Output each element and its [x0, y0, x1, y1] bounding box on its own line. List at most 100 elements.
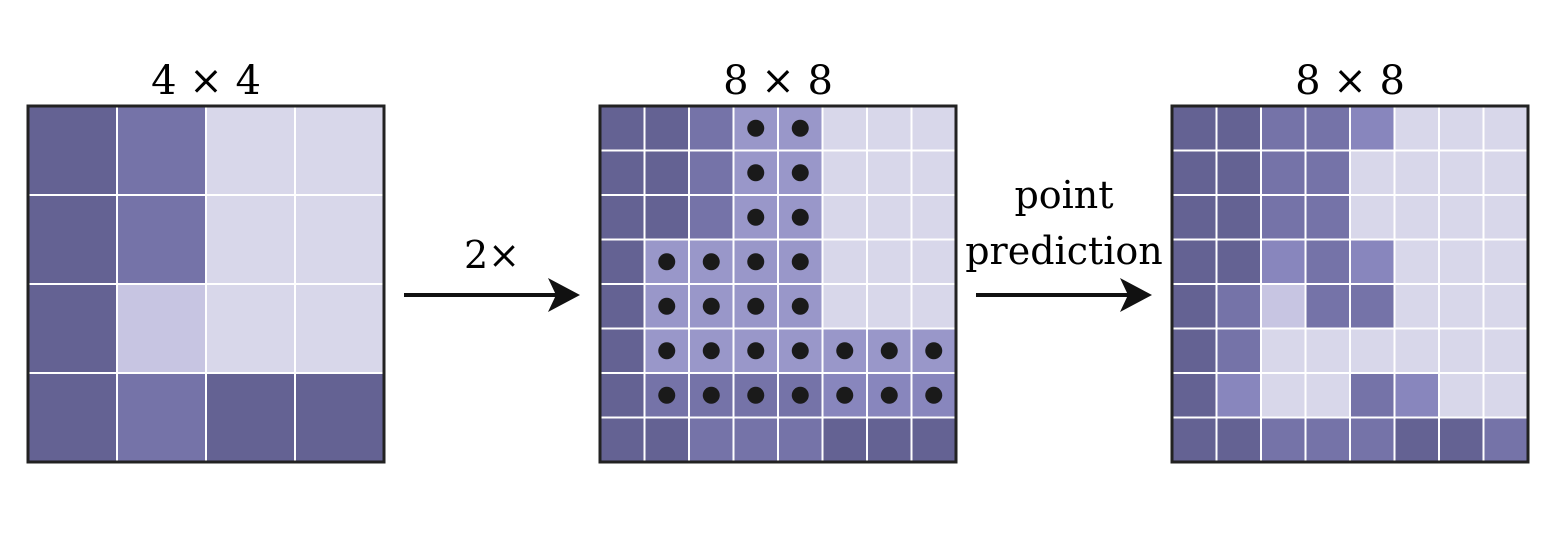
grid-cell — [1350, 239, 1395, 284]
grid-cell — [911, 150, 956, 195]
grid-cell — [1439, 106, 1484, 151]
grid-cells — [1172, 106, 1528, 462]
grid-cell — [1483, 284, 1528, 329]
sample-point-dot — [836, 342, 854, 360]
sample-point-dot — [791, 208, 809, 226]
grid-cell — [1216, 239, 1261, 284]
panel-upsampled-8x8: 8 × 8 — [598, 58, 958, 464]
grid-cell — [28, 195, 117, 284]
grid-cell — [1305, 284, 1350, 329]
sample-point-dot — [747, 208, 765, 226]
grid-cells — [28, 106, 384, 462]
grid-cell — [206, 195, 295, 284]
grid-cell — [1439, 150, 1484, 195]
grid-lines — [600, 106, 956, 462]
grid-cell — [1483, 106, 1528, 151]
arrow-point-prediction: point prediction — [965, 173, 1163, 312]
grid-cell — [911, 239, 956, 284]
grid-cell — [822, 239, 867, 284]
grid-cell — [1305, 417, 1350, 462]
grid-cell — [600, 284, 645, 329]
grid-cell — [117, 373, 206, 462]
panel-border — [26, 104, 386, 464]
grid-cell — [1394, 373, 1439, 418]
grid-cell — [867, 417, 912, 462]
grid-cell — [822, 417, 867, 462]
grid-cell — [867, 150, 912, 195]
grid-cell — [1394, 328, 1439, 373]
grid-cell — [600, 106, 645, 151]
grid-cell — [600, 417, 645, 462]
grid-lines — [28, 106, 384, 462]
grid-cell — [1394, 150, 1439, 195]
grid-cell — [1261, 195, 1306, 240]
grid-cell — [822, 195, 867, 240]
grid-cell — [1261, 417, 1306, 462]
grid-cell — [689, 195, 734, 240]
grid-cell — [1261, 106, 1306, 151]
grid-cell — [600, 373, 645, 418]
sample-point-dot — [747, 386, 765, 404]
grid-cell — [644, 417, 689, 462]
grid-cell — [1172, 284, 1217, 329]
panel-predicted-8x8: 8 × 8 — [1170, 58, 1530, 464]
grid-cell — [1394, 106, 1439, 151]
grid-cell — [911, 195, 956, 240]
grid-cell — [1350, 328, 1395, 373]
grid-cell — [295, 106, 384, 195]
grid-cell — [600, 328, 645, 373]
grid-cell — [1483, 373, 1528, 418]
grid-cell — [1172, 195, 1217, 240]
grid-cell — [689, 106, 734, 151]
grid-cell — [1172, 373, 1217, 418]
grid-cell — [1439, 328, 1484, 373]
grid-cell — [295, 284, 384, 373]
grid-cell — [1216, 150, 1261, 195]
grid-cell — [644, 195, 689, 240]
grid-cell — [1394, 284, 1439, 329]
grid-cell — [206, 106, 295, 195]
grid-cell — [822, 106, 867, 151]
grid-cell — [911, 284, 956, 329]
sample-point-dot — [658, 297, 676, 315]
arrow-upsample: 2× — [404, 233, 580, 312]
grid-cell — [1350, 417, 1395, 462]
sample-point-dot — [791, 386, 809, 404]
sample-point-dot — [791, 342, 809, 360]
sample-point-dot — [791, 164, 809, 182]
grid-cell — [1305, 106, 1350, 151]
grid-cell — [117, 195, 206, 284]
grid-cell — [1261, 239, 1306, 284]
grid-cell — [689, 150, 734, 195]
grid-cell — [1483, 239, 1528, 284]
arrow-head-icon — [548, 278, 580, 312]
panel-input-4x4: 4 × 4 — [26, 58, 386, 464]
grid-cell — [600, 150, 645, 195]
grid-cell — [1172, 328, 1217, 373]
panel-border — [598, 104, 958, 464]
grid-cell — [206, 284, 295, 373]
arrow-label-2x: 2× — [464, 233, 520, 277]
grid-cell — [1216, 417, 1261, 462]
sample-point-dot — [747, 164, 765, 182]
grid-cell — [1172, 239, 1217, 284]
grid-cell — [1439, 417, 1484, 462]
grid-cell — [1350, 106, 1395, 151]
grid-cell — [1483, 417, 1528, 462]
sample-point-dot — [925, 386, 943, 404]
grid-cell — [1216, 195, 1261, 240]
sample-point-dot — [658, 342, 676, 360]
grid-cell — [1394, 239, 1439, 284]
grid-cell — [295, 373, 384, 462]
panel-label-4x4: 4 × 4 — [151, 58, 261, 104]
sample-point-dot — [791, 119, 809, 137]
sample-point-dot — [702, 253, 720, 271]
sample-point-dot — [925, 342, 943, 360]
grid-cell — [117, 106, 206, 195]
grid-cell — [1305, 239, 1350, 284]
grid-cell — [911, 417, 956, 462]
grid-cell — [1305, 195, 1350, 240]
sample-point-dot — [702, 342, 720, 360]
grid-cell — [822, 284, 867, 329]
grid-cell — [867, 239, 912, 284]
